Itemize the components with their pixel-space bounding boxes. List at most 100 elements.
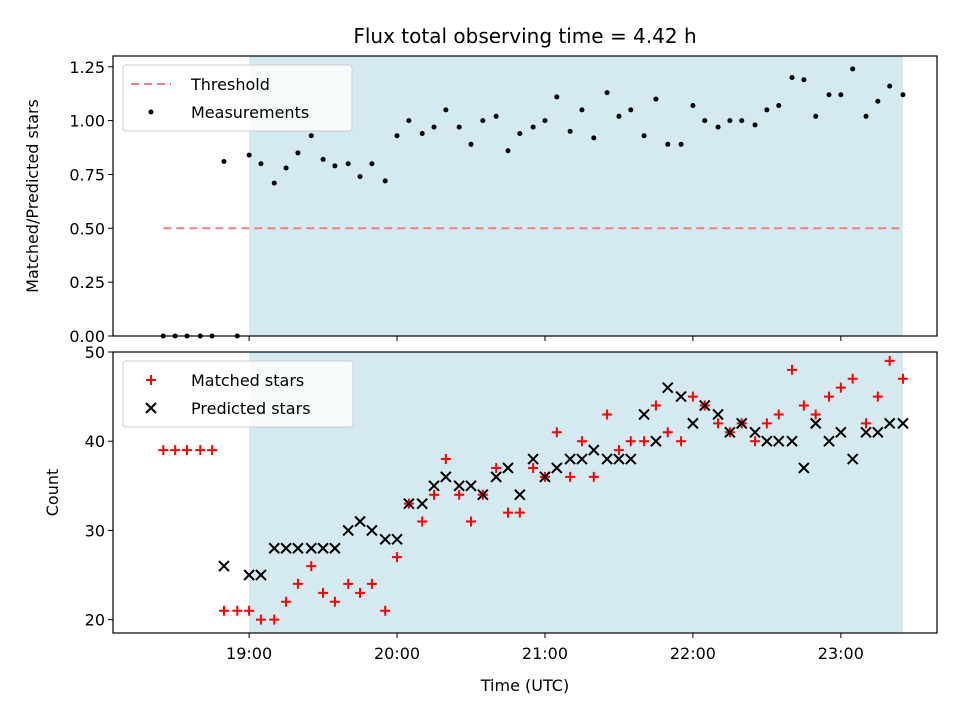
measurements-point (505, 148, 511, 154)
measurements-point (690, 103, 696, 109)
measurements-point (850, 66, 856, 72)
matched-stars-point (292, 578, 303, 589)
matched-stars-point (195, 445, 206, 456)
x-axis-label: Time (UTC) (480, 676, 569, 695)
y-tick-label: 0.00 (69, 327, 105, 346)
matched-stars-point (847, 373, 858, 384)
matched-stars-point (514, 507, 525, 518)
predicted-stars-point (860, 426, 872, 438)
matched-stars-point (502, 507, 513, 518)
predicted-stars-point (416, 497, 428, 510)
measurements-point (702, 118, 708, 124)
x-tick-label: 22:00 (670, 644, 716, 663)
count-x-ticks: 19:00 20:00 21:00 22:00 23:00 (226, 633, 864, 663)
measurements-point (628, 107, 634, 113)
legend-measurements-label: Measurements (191, 103, 309, 122)
measurements-point (517, 131, 523, 137)
legend-predicted-x (145, 402, 157, 414)
matched-stars-point (835, 382, 846, 393)
matched-stars-point (798, 400, 809, 411)
y-tick-label: 1.00 (69, 112, 105, 131)
predicted-stars-point (761, 435, 773, 447)
matched-stars-point (551, 427, 562, 438)
ratio-panel: 0.00 0.25 0.50 0.75 1.00 1.25 Matched/Predict… (23, 55, 938, 346)
y-tick-label: 30 (85, 521, 105, 540)
measurements-point (863, 113, 869, 119)
predicted-stars-point (354, 515, 366, 528)
predicted-stars-point (514, 489, 526, 501)
ratio-marks (160, 66, 906, 339)
measurements-point (900, 92, 906, 98)
predicted-stars-point (428, 480, 440, 492)
matched-stars-point (218, 605, 229, 616)
count-legend: Matched stars Predicted stars (122, 360, 354, 428)
matched-stars-point (232, 605, 243, 616)
predicted-stars-point (268, 542, 280, 554)
matched-stars-point (588, 471, 599, 482)
measurements-point (789, 75, 795, 81)
matched-stars-point (676, 436, 687, 447)
matched-stars-point (602, 409, 613, 420)
measurements-point (653, 96, 659, 102)
predicted-stars-point (243, 569, 255, 581)
measurements-point (369, 161, 375, 167)
matched-stars-point (576, 436, 587, 447)
ratio-panel-frame (112, 55, 938, 337)
measurements-point (813, 113, 819, 119)
matched-stars-point (810, 409, 821, 420)
predicted-stars-point (564, 453, 576, 465)
measurements-point (678, 141, 684, 147)
predicted-stars-point (527, 453, 539, 465)
measurements-point (764, 107, 770, 113)
predicted-stars-point (601, 453, 613, 465)
measurements-point (727, 118, 733, 124)
predicted-stars-point (638, 408, 650, 421)
predicted-stars-point (724, 426, 736, 438)
predicted-stars-point (749, 426, 761, 438)
measurements-point (394, 133, 400, 139)
matched-stars-point (318, 587, 329, 598)
predicted-stars-point (379, 533, 391, 546)
predicted-stars-point (502, 462, 514, 474)
count-panel-frame (112, 351, 938, 634)
measurements-point (382, 178, 388, 184)
measurements-point (665, 141, 671, 147)
predicted-stars-point (317, 542, 329, 554)
legend-matched-plus (146, 375, 156, 385)
measurements-point (308, 133, 314, 139)
matched-stars-point (181, 445, 192, 456)
predicted-stars-point (477, 489, 489, 501)
matched-stars-point (639, 436, 650, 447)
matched-stars-point (454, 489, 465, 500)
predicted-stars-point (809, 417, 822, 430)
matched-stars-point (255, 614, 266, 625)
y-tick-label: 0.25 (69, 273, 105, 292)
predicted-stars-point (773, 435, 785, 447)
observing-window-shade (249, 56, 903, 336)
x-tick-label: 19:00 (226, 644, 272, 663)
legend-matched-label: Matched stars (191, 371, 304, 390)
predicted-stars-point (465, 480, 477, 492)
measurements-point (419, 131, 425, 137)
ratio-legend: Threshold Measurements (122, 64, 353, 132)
count-legend-box (122, 360, 354, 428)
matched-stars-point (281, 596, 292, 607)
measurements-point (271, 180, 277, 186)
matched-stars-point (392, 552, 403, 563)
matched-stars-point (491, 462, 502, 473)
count-y-label: Count (43, 469, 62, 517)
matched-stars-point (884, 355, 895, 366)
predicted-stars-point (736, 417, 748, 430)
matched-stars-point (650, 400, 661, 411)
y-tick-label: 1.25 (69, 58, 105, 77)
legend-threshold-label: Threshold (190, 75, 270, 94)
matched-stars-point (170, 445, 181, 456)
legend-measurements-dot (148, 109, 154, 115)
observing-window-shade (249, 352, 903, 633)
predicted-stars-point (453, 480, 465, 492)
matched-stars-point (207, 445, 218, 456)
predicted-stars-point (699, 399, 711, 412)
measurements-point (616, 113, 622, 119)
y-tick-label: 0.75 (69, 165, 105, 184)
measurements-point (826, 92, 832, 98)
